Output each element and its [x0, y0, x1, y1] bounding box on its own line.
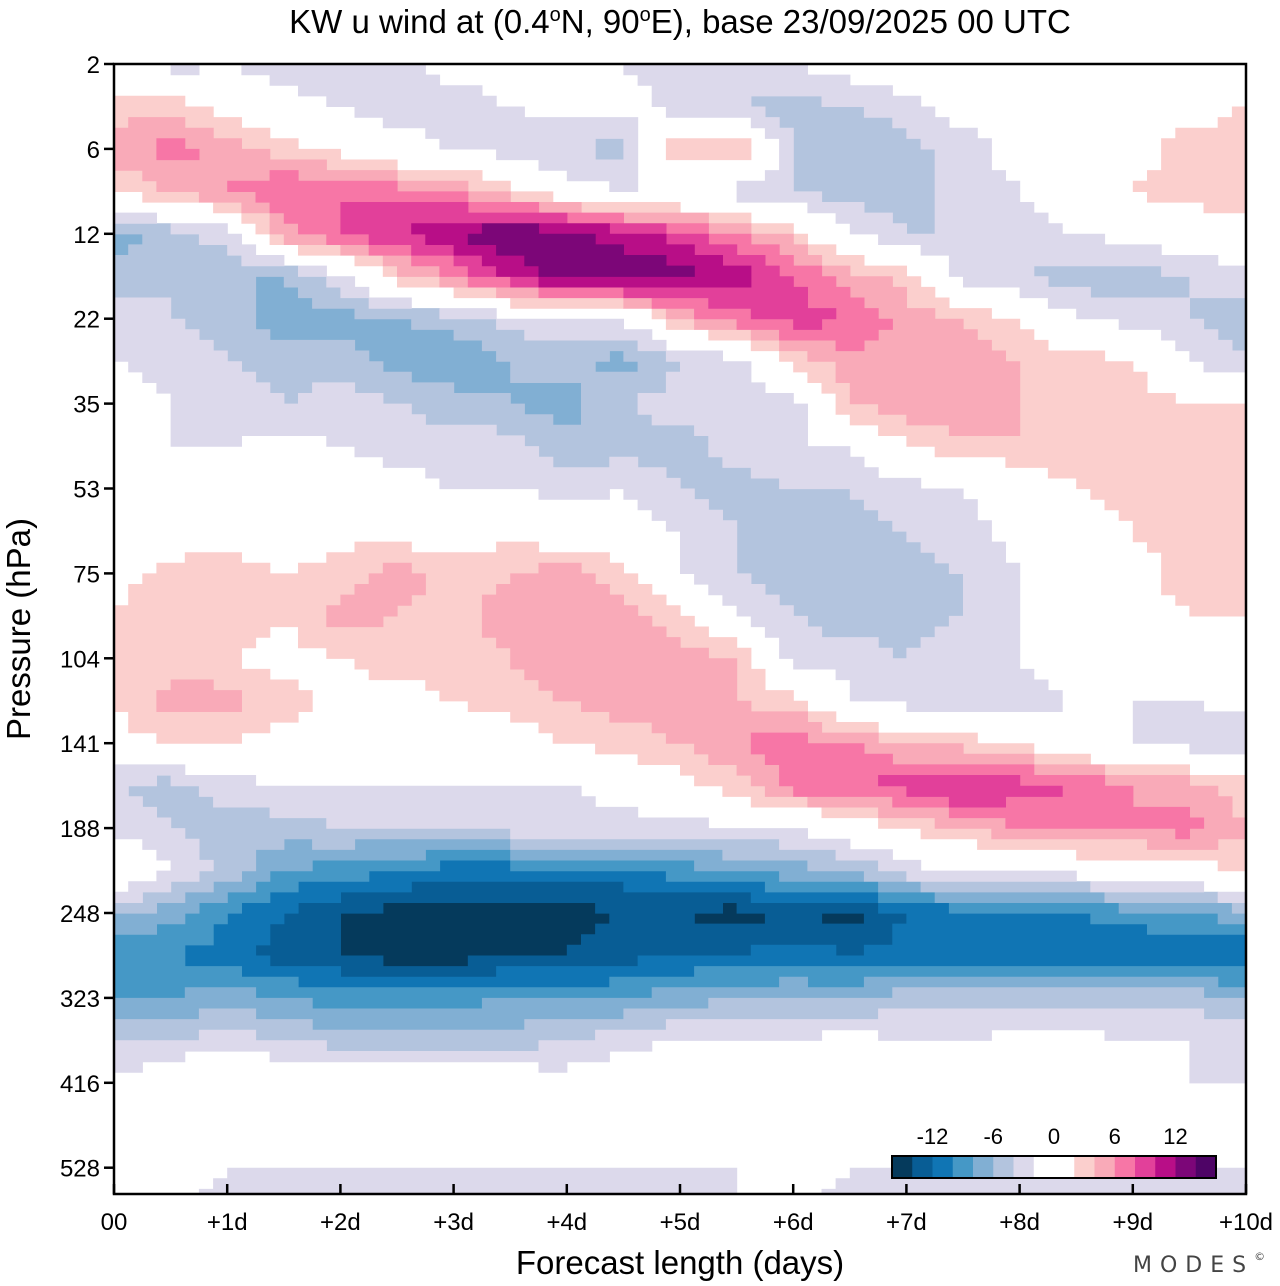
colorbar-swatch: [1155, 1156, 1176, 1178]
colorbar-swatch: [1033, 1156, 1055, 1178]
colorbar-swatch: [952, 1156, 974, 1178]
contour-band-12-to-14: [467, 223, 695, 277]
colorbar-swatch: [1114, 1156, 1136, 1178]
colorbar-label: -6: [983, 1124, 1003, 1149]
colorbar-swatch: [1074, 1156, 1095, 1178]
y-tick-label: 35: [73, 392, 100, 419]
colorbar-swatch: [1054, 1156, 1075, 1178]
y-tick-label: 323: [60, 986, 100, 1013]
y-tick-label: 104: [60, 646, 100, 673]
x-tick-label: +2d: [320, 1209, 361, 1236]
y-tick-label: 2: [87, 52, 100, 79]
x-tick-label: +4d: [546, 1209, 587, 1236]
y-tick-label: 248: [60, 901, 100, 928]
colorbar: -12 -6 0 6 12: [891, 1124, 1217, 1179]
contour-bands: [114, 64, 1246, 1194]
chart-title: KW u wind at (0.4oN, 90oE), base 23/09/2…: [289, 3, 1071, 40]
colorbar-swatch: [1195, 1156, 1217, 1178]
x-tick-label: +10d: [1219, 1209, 1273, 1236]
y-tick-label: 53: [73, 477, 100, 504]
colorbar-swatch: [1094, 1156, 1116, 1178]
colorbar-swatch: [912, 1156, 933, 1178]
y-tick-label: 188: [60, 816, 100, 843]
contour-band--4-to--2: [114, 64, 1246, 1194]
colorbar-swatch: [1135, 1156, 1156, 1178]
colorbar-swatch: [1013, 1156, 1035, 1178]
y-tick-label: 141: [60, 731, 100, 758]
contour-band-10-to-12: [411, 223, 752, 288]
x-tick-label: +6d: [773, 1209, 814, 1236]
colorbar-swatch: [973, 1156, 994, 1178]
colorbar-swatch: [1175, 1156, 1197, 1178]
y-tick-label: 416: [60, 1071, 100, 1098]
x-tick-label: +3d: [433, 1209, 474, 1236]
y-tick-label: 6: [87, 137, 100, 164]
x-tick-label: +9d: [1112, 1209, 1153, 1236]
x-axis: 00 +1d +2d +3d +4d +5d +6d +7d +8d +9d +10d: [101, 1184, 1273, 1236]
colorbar-swatch: [993, 1156, 1014, 1178]
y-tick-label: 22: [73, 307, 100, 334]
colorbar-label: 12: [1163, 1124, 1187, 1149]
x-tick-label: +7d: [886, 1209, 927, 1236]
x-tick-label: +1d: [207, 1209, 248, 1236]
colorbar-label: 6: [1109, 1124, 1121, 1149]
modes-logo: MODES©: [1133, 1250, 1273, 1278]
contour-band--14-to--12: [255, 881, 907, 978]
y-tick-label: 528: [60, 1156, 100, 1183]
y-tick-label: 75: [73, 561, 100, 588]
x-tick-label: 00: [101, 1209, 128, 1236]
colorbar-frame: [891, 1155, 1217, 1179]
x-axis-label: Forecast length (days): [516, 1244, 844, 1281]
colorbar-label: -12: [917, 1124, 949, 1149]
colorbar-swatch: [932, 1156, 954, 1178]
x-tick-label: +5d: [660, 1209, 701, 1236]
x-tick-label: +8d: [999, 1209, 1040, 1236]
contour-band-2-to-4: [114, 95, 1246, 872]
contour-band--10-to--8: [114, 849, 1246, 1010]
contour-band--inf-to--14: [340, 902, 865, 967]
contour-band--12-to--10: [184, 859, 1246, 988]
y-axis-label: Pressure (hPa): [0, 518, 37, 740]
colorbar-swatch: [892, 1156, 913, 1178]
colorbar-label: 0: [1048, 1124, 1060, 1149]
y-axis: 2 6 12 22 35 53 75 104 141 188 248 323 416 528: [60, 52, 114, 1183]
y-tick-label: 12: [73, 222, 100, 249]
